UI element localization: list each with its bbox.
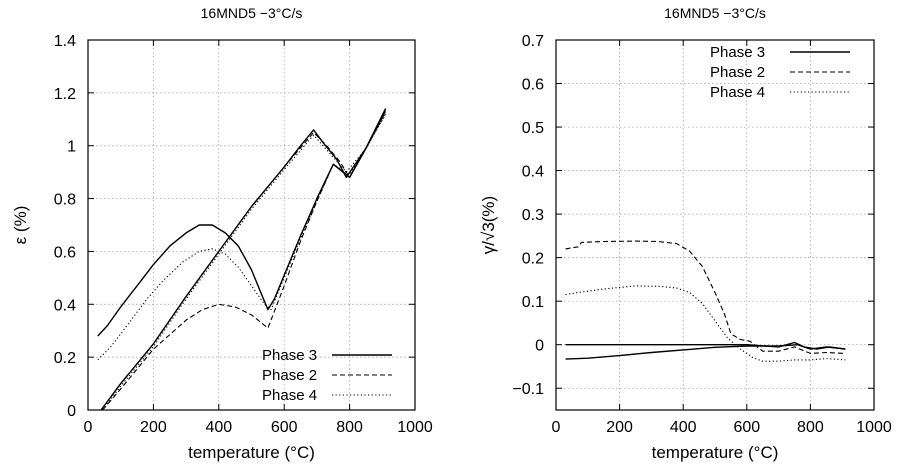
legend-label: Phase 2 <box>262 367 317 384</box>
y-tick-label: 1 <box>67 139 76 156</box>
y-axis-label: γ/√3(%) <box>479 196 498 254</box>
series-line-phase-3 <box>565 344 846 360</box>
series-line-phase-2 <box>565 240 846 354</box>
y-tick-label: 0.1 <box>522 294 544 311</box>
x-tick-label: 800 <box>797 419 824 436</box>
legend-label: Phase 2 <box>710 64 765 81</box>
y-axis-label: ε (%) <box>11 206 30 245</box>
y-tick-label: 0.8 <box>54 192 76 209</box>
y-tick-label: −0.1 <box>512 381 544 398</box>
y-tick-label: 1.4 <box>54 33 76 50</box>
x-tick-label: 400 <box>670 419 697 436</box>
y-tick-label: 0.4 <box>522 164 544 181</box>
y-tick-label: 0.6 <box>54 244 76 261</box>
x-tick-label: 800 <box>336 419 363 436</box>
series-line-phase-4 <box>565 285 846 362</box>
legend-label: Phase 4 <box>710 84 765 101</box>
x-tick-label: 200 <box>140 419 167 436</box>
y-tick-label: 1.2 <box>54 86 76 103</box>
chart-title: 16MND5 −3°C/s <box>664 5 766 21</box>
legend-label: Phase 3 <box>710 44 765 61</box>
series-line-phase-2 <box>100 111 387 411</box>
right-chart: 0 200 400 600 800 1000 −0.1 0 0.1 0.2 0.3 0.4 0.5 0.6… <box>479 5 892 462</box>
x-tick-label: 200 <box>606 419 633 436</box>
plot-frame <box>87 39 416 411</box>
y-tick-label: 0.7 <box>522 33 544 50</box>
y-tick-label: 0.3 <box>522 207 544 224</box>
legend-label: Phase 4 <box>262 387 317 404</box>
y-tick-label: 0.5 <box>522 120 544 137</box>
x-tick-label: 0 <box>552 419 561 436</box>
x-tick-label: 1000 <box>397 419 433 436</box>
x-tick-label: 600 <box>733 419 760 436</box>
x-tick-label: 600 <box>271 419 298 436</box>
plot-frame <box>555 39 875 411</box>
x-axis-label: temperature (°C) <box>188 443 315 462</box>
x-tick-label: 400 <box>205 419 232 436</box>
series-line-phase-4 <box>97 113 387 361</box>
x-tick-label: 1000 <box>856 419 892 436</box>
y-tick-label: 0 <box>535 338 544 355</box>
x-axis-label: temperature (°C) <box>652 443 779 462</box>
left-chart: 0 200 400 600 800 1000 0 0.2 0.4 0.6 0.8 1 1.2 1.4 16M… <box>11 5 433 462</box>
y-tick-label: 0.6 <box>522 77 544 94</box>
y-tick-label: 0.2 <box>54 350 76 367</box>
y-tick-label: 0 <box>67 403 76 420</box>
legend-label: Phase 3 <box>262 347 317 364</box>
y-tick-label: 0.2 <box>522 251 544 268</box>
series-line-phase-3 <box>100 108 387 411</box>
x-tick-label: 0 <box>84 419 93 436</box>
chart-title: 16MND5 −3°C/s <box>201 5 303 21</box>
series-line-phase-4 <box>102 113 387 411</box>
series-line-phase-3 <box>97 108 387 337</box>
series-line-phase-2 <box>102 111 387 411</box>
y-tick-label: 0.4 <box>54 297 76 314</box>
